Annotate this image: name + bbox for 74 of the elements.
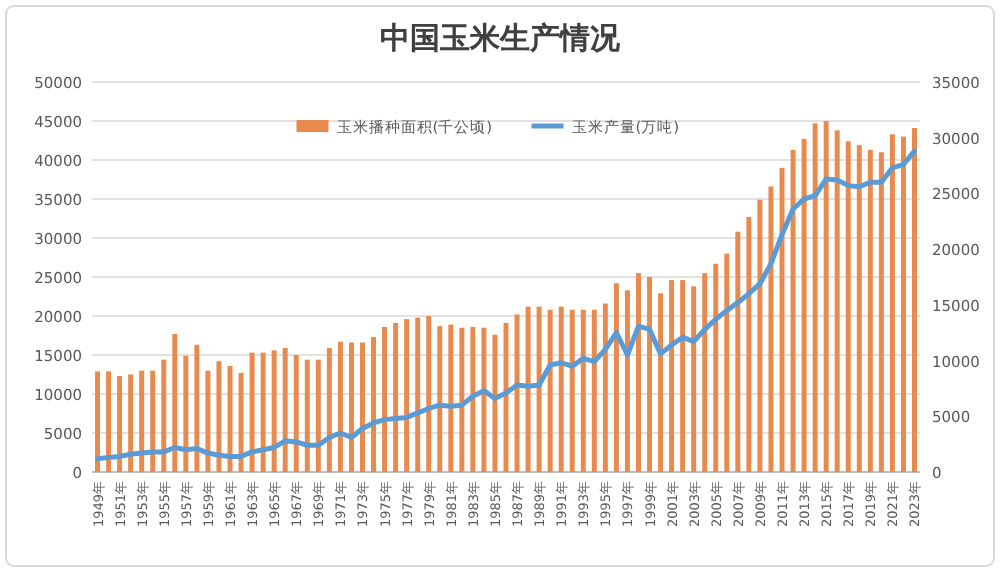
bar xyxy=(591,309,597,472)
bar xyxy=(856,145,862,472)
bar xyxy=(558,306,564,472)
bar xyxy=(337,341,343,472)
bar xyxy=(658,293,664,472)
bar xyxy=(161,359,167,472)
bar xyxy=(834,130,840,472)
bar xyxy=(106,371,112,472)
bar xyxy=(448,324,454,472)
bar xyxy=(492,334,498,472)
bar xyxy=(724,253,730,472)
bar xyxy=(713,263,719,472)
bar xyxy=(602,303,608,472)
bar xyxy=(768,186,774,472)
bar xyxy=(150,370,156,472)
bar xyxy=(437,326,443,472)
bar xyxy=(569,309,575,472)
bar xyxy=(271,350,277,472)
bar xyxy=(183,355,189,472)
bar xyxy=(669,280,675,472)
bar xyxy=(194,344,200,472)
bar xyxy=(404,319,410,472)
bar xyxy=(382,326,388,472)
bar xyxy=(580,309,586,472)
bar xyxy=(216,361,222,472)
bar xyxy=(426,316,432,472)
bar xyxy=(393,323,399,472)
bar xyxy=(481,327,487,472)
bar xyxy=(812,123,818,472)
bar xyxy=(326,347,332,472)
bar xyxy=(205,370,211,472)
bar xyxy=(900,136,906,472)
bar xyxy=(845,141,851,472)
bar xyxy=(348,342,354,472)
bar xyxy=(238,372,244,472)
bar xyxy=(647,277,652,472)
bar xyxy=(536,306,542,472)
bar xyxy=(282,347,288,472)
chart-title: 中国玉米生产情况 xyxy=(380,20,622,56)
bar xyxy=(459,327,465,472)
bar xyxy=(371,337,376,472)
bar xyxy=(139,370,145,472)
bar xyxy=(117,376,123,472)
bar xyxy=(415,317,421,472)
bar xyxy=(624,290,630,472)
bar xyxy=(470,326,476,472)
bar xyxy=(823,121,829,472)
bar xyxy=(249,352,255,472)
bar xyxy=(757,199,763,472)
bar xyxy=(867,149,873,472)
bar xyxy=(95,371,100,472)
bar xyxy=(128,374,134,472)
bar xyxy=(912,128,917,472)
bar xyxy=(304,359,310,472)
bar xyxy=(889,134,895,472)
bar xyxy=(172,333,178,472)
bar xyxy=(746,216,752,472)
bar xyxy=(315,359,321,472)
bar xyxy=(790,149,796,472)
bar xyxy=(680,280,686,472)
bar xyxy=(636,273,641,472)
bar xyxy=(514,314,520,472)
bar xyxy=(735,231,741,472)
bar xyxy=(878,152,884,472)
bar xyxy=(260,352,266,472)
bar xyxy=(613,283,619,472)
line-series xyxy=(95,148,917,462)
bar xyxy=(691,286,697,472)
bar xyxy=(547,309,553,472)
bar xyxy=(801,138,807,472)
bar xyxy=(702,273,708,472)
bar xyxy=(293,355,299,472)
bar xyxy=(360,342,365,472)
bar xyxy=(525,306,531,472)
